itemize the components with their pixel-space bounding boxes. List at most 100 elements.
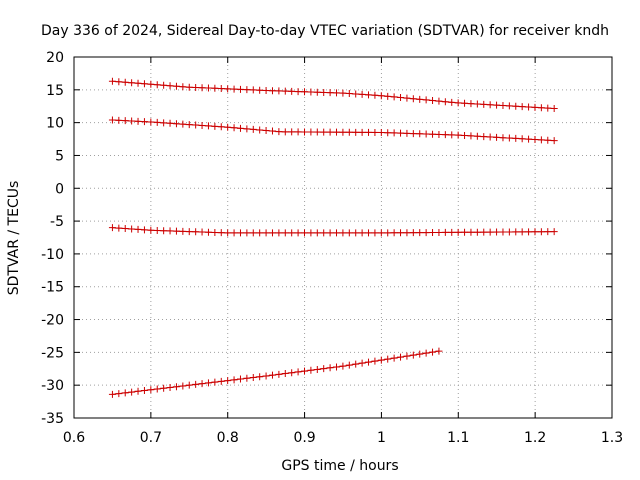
- data-point: [537, 104, 545, 112]
- data-point: [192, 380, 200, 388]
- y-tick-label: 10: [46, 116, 64, 132]
- data-point: [160, 81, 168, 89]
- data-point: [358, 229, 366, 237]
- data-point: [313, 229, 321, 237]
- data-point: [217, 229, 225, 237]
- data-point: [294, 229, 302, 237]
- data-point: [172, 82, 180, 90]
- data-point: [326, 229, 334, 237]
- data-point: [179, 382, 187, 390]
- data-point: [313, 365, 321, 373]
- data-point: [224, 85, 232, 93]
- data-point: [224, 377, 232, 385]
- x-tick-label: 0.8: [217, 430, 239, 446]
- data-point: [166, 119, 174, 127]
- data-point: [300, 128, 308, 136]
- x-tick-label: 0.6: [63, 430, 85, 446]
- data-point: [422, 130, 430, 138]
- data-point: [128, 117, 136, 125]
- data-point: [550, 137, 558, 145]
- data-point: [377, 128, 385, 136]
- y-tick-label: -25: [41, 345, 64, 361]
- data-point: [166, 82, 174, 90]
- data-point: [461, 131, 469, 139]
- data-point: [326, 364, 334, 372]
- data-point: [211, 84, 219, 92]
- data-point: [384, 92, 392, 100]
- data-point: [204, 228, 212, 236]
- data-point: [140, 80, 148, 88]
- data-point: [403, 229, 411, 237]
- x-tick-label: 1.1: [447, 430, 469, 446]
- data-point: [454, 228, 462, 236]
- data-point: [441, 131, 449, 139]
- data-point: [397, 229, 405, 237]
- data-point: [249, 86, 257, 94]
- data-series: [108, 77, 558, 398]
- data-point: [473, 228, 481, 236]
- data-point: [249, 229, 257, 237]
- y-tick-label: 15: [46, 83, 64, 99]
- data-point: [147, 226, 155, 234]
- data-point: [461, 228, 469, 236]
- data-point: [384, 355, 392, 363]
- data-point: [448, 98, 456, 106]
- data-point: [339, 229, 347, 237]
- data-point: [300, 367, 308, 375]
- data-point: [505, 134, 513, 142]
- data-point: [288, 87, 296, 95]
- x-tick-label: 1.3: [601, 430, 623, 446]
- data-point: [236, 229, 244, 237]
- data-point: [352, 229, 360, 237]
- data-point: [320, 88, 328, 96]
- data-point: [249, 374, 257, 382]
- data-point: [416, 350, 424, 358]
- data-point: [236, 375, 244, 383]
- data-point: [211, 122, 219, 130]
- data-point: [294, 368, 302, 376]
- data-point: [454, 99, 462, 107]
- data-point: [268, 127, 276, 135]
- y-tick-label: 20: [46, 50, 64, 66]
- data-point: [550, 104, 558, 112]
- data-point: [211, 378, 219, 386]
- data-point: [268, 371, 276, 379]
- data-point: [153, 226, 161, 234]
- data-point: [345, 229, 353, 237]
- data-point: [300, 88, 308, 96]
- data-point: [493, 101, 501, 109]
- data-point: [345, 361, 353, 369]
- data-point: [224, 229, 232, 237]
- data-point: [429, 348, 437, 356]
- data-point: [115, 78, 123, 86]
- data-point: [461, 99, 469, 107]
- data-point: [537, 136, 545, 144]
- data-point: [288, 369, 296, 377]
- data-point: [339, 89, 347, 97]
- data-point: [313, 88, 321, 96]
- data-point: [512, 228, 520, 236]
- data-point: [281, 128, 289, 136]
- data-point: [480, 100, 488, 108]
- data-point: [160, 119, 168, 127]
- data-point: [230, 85, 238, 93]
- data-point: [345, 128, 353, 136]
- data-point: [288, 128, 296, 136]
- y-tick-label: -5: [50, 214, 64, 230]
- data-point: [358, 359, 366, 367]
- data-point: [397, 94, 405, 102]
- data-point: [333, 363, 341, 371]
- data-point: [416, 130, 424, 138]
- data-point: [333, 128, 341, 136]
- data-point: [473, 100, 481, 108]
- data-point: [467, 228, 475, 236]
- data-point: [339, 362, 347, 370]
- data-point: [268, 87, 276, 95]
- data-point: [192, 83, 200, 91]
- data-point: [198, 121, 206, 129]
- x-tick-label: 0.7: [140, 430, 162, 446]
- data-point: [166, 383, 174, 391]
- data-point: [204, 379, 212, 387]
- data-point: [192, 228, 200, 236]
- data-point: [390, 354, 398, 362]
